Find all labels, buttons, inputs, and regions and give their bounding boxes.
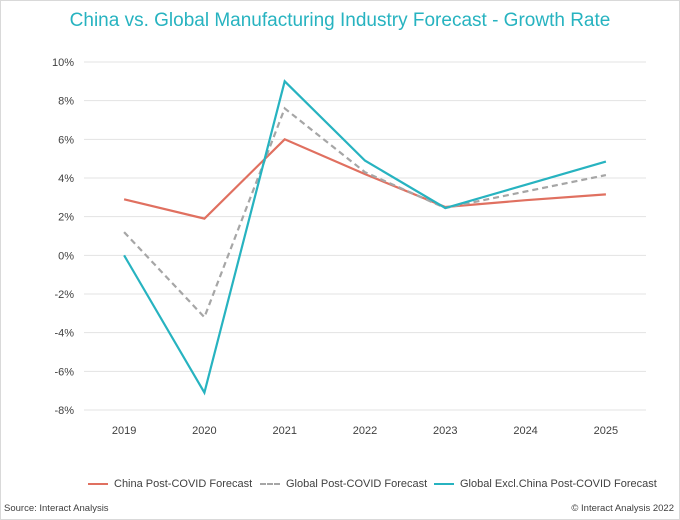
x-tick-label: 2024	[513, 425, 537, 437]
y-tick-label: 2%	[58, 212, 74, 224]
y-tick-label: -6%	[54, 366, 74, 378]
y-tick-label: 4%	[58, 173, 74, 185]
x-tick-label: 2021	[272, 425, 296, 437]
y-tick-label: -8%	[54, 405, 74, 417]
legend-swatch-china	[88, 483, 108, 485]
y-tick-label: 6%	[58, 134, 74, 146]
legend-label-global-excl-china: Global Excl.China Post-COVID Forecast	[460, 478, 657, 490]
y-tick-label: -4%	[54, 328, 74, 340]
y-tick-label: 8%	[58, 96, 74, 108]
legend-item-china: China Post-COVID Forecast	[88, 478, 252, 490]
legend-swatch-global-excl-china	[434, 483, 454, 485]
legend-label-china: China Post-COVID Forecast	[114, 478, 253, 490]
source-note: Source: Interact Analysis	[4, 503, 109, 514]
copyright-note: © Interact Analysis 2022	[571, 503, 674, 514]
y-tick-label: 10%	[52, 57, 74, 69]
x-tick-label: 2025	[594, 425, 618, 437]
x-tick-label: 2023	[433, 425, 457, 437]
chart-title: China vs. Global Manufacturing Industry …	[69, 10, 611, 31]
series-line-1	[123, 106, 607, 320]
y-tick-label: -2%	[54, 289, 74, 301]
x-tick-label: 2022	[353, 425, 377, 437]
y-tick-label: 0%	[58, 250, 74, 262]
legend: China Post-COVID Forecast Global Post-CO…	[0, 478, 680, 498]
x-tick-label: 2019	[112, 425, 136, 437]
legend-item-global-excl-china: Global Excl.China Post-COVID Forecast	[434, 478, 657, 490]
legend-item-global: Global Post-COVID Forecast	[260, 478, 427, 490]
x-tick-label: 2020	[192, 425, 216, 437]
series-line-2	[123, 79, 607, 396]
series-line-0	[123, 137, 606, 220]
legend-swatch-global	[260, 483, 280, 485]
legend-label-global: Global Post-COVID Forecast	[286, 478, 428, 490]
